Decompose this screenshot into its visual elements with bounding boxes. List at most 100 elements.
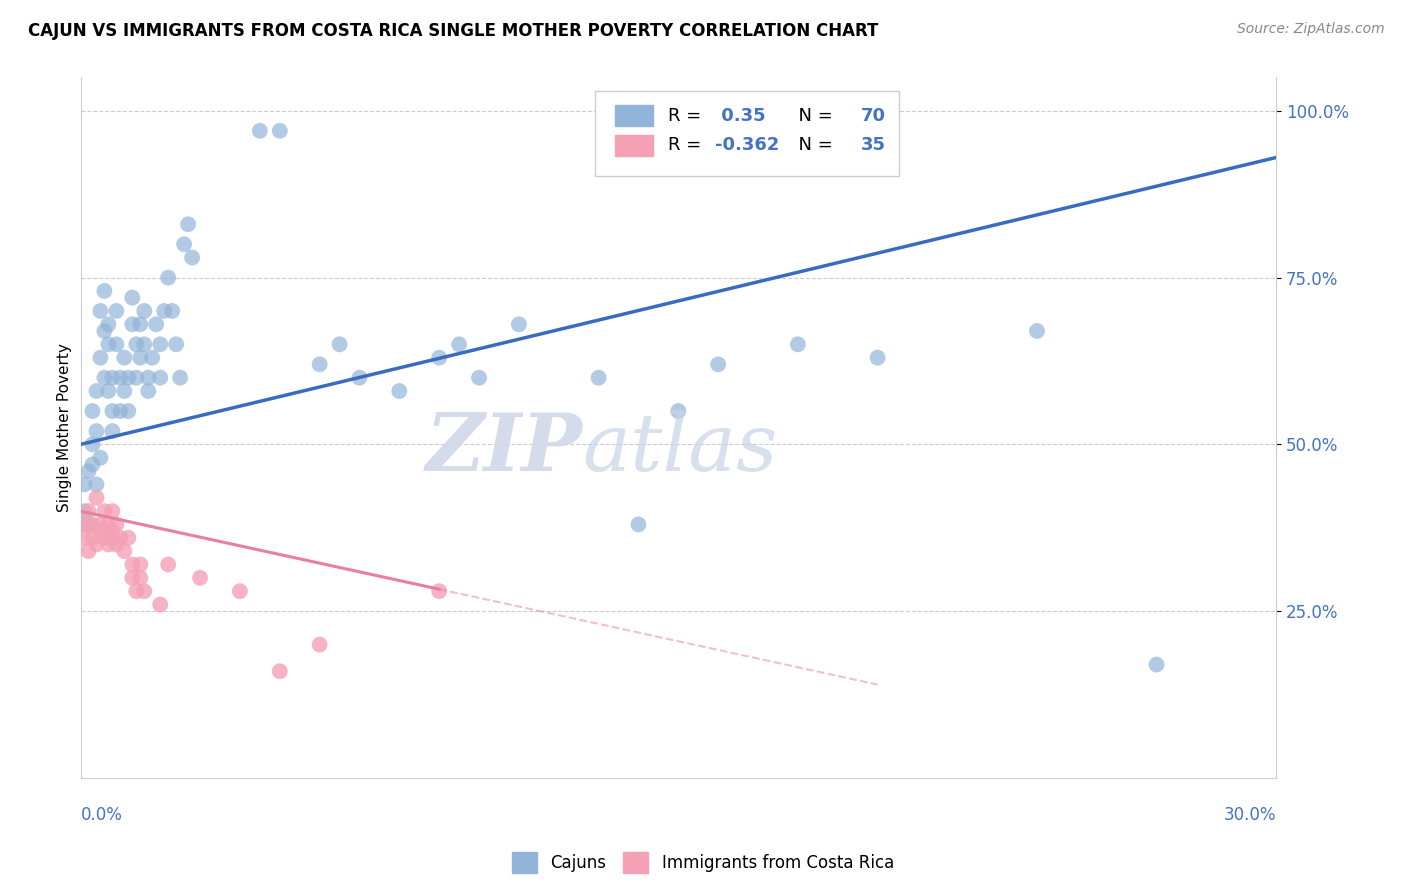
Point xyxy=(173,237,195,252)
Text: R =: R = xyxy=(668,136,707,154)
Point xyxy=(86,384,108,398)
Point xyxy=(110,370,132,384)
Point xyxy=(134,584,156,599)
Point xyxy=(77,464,100,478)
Point xyxy=(134,337,156,351)
Point xyxy=(165,337,187,351)
Point xyxy=(105,537,128,551)
Point xyxy=(77,504,100,518)
Point xyxy=(427,584,450,599)
Text: N =: N = xyxy=(787,136,838,154)
Point xyxy=(786,337,808,351)
Text: R =: R = xyxy=(668,107,707,125)
Point xyxy=(177,217,200,231)
Point xyxy=(82,404,104,418)
Text: 70: 70 xyxy=(862,107,886,125)
Y-axis label: Single Mother Poverty: Single Mother Poverty xyxy=(58,343,72,512)
Text: atlas: atlas xyxy=(582,410,778,488)
Point xyxy=(77,517,100,532)
Point xyxy=(73,504,96,518)
Point xyxy=(141,351,163,365)
Point xyxy=(666,404,689,418)
Point xyxy=(121,558,143,572)
Point xyxy=(101,370,124,384)
Text: -0.362: -0.362 xyxy=(716,136,780,154)
Point xyxy=(97,318,120,332)
Point xyxy=(181,251,204,265)
Point xyxy=(588,370,610,384)
Point xyxy=(105,304,128,318)
Point xyxy=(349,370,371,384)
Point xyxy=(86,477,108,491)
Point xyxy=(308,638,330,652)
Point xyxy=(707,357,730,371)
Point xyxy=(121,318,143,332)
Point xyxy=(249,124,271,138)
Point xyxy=(105,517,128,532)
Point xyxy=(73,531,96,545)
Text: ZIP: ZIP xyxy=(426,410,582,488)
Point xyxy=(93,324,115,338)
Point xyxy=(86,424,108,438)
Point xyxy=(97,537,120,551)
Point xyxy=(73,477,96,491)
Point xyxy=(1026,324,1049,338)
Point xyxy=(117,404,139,418)
Point xyxy=(129,351,152,365)
Point xyxy=(1146,657,1168,672)
Point xyxy=(112,384,135,398)
Point xyxy=(117,531,139,545)
Point xyxy=(89,450,111,465)
Point xyxy=(105,337,128,351)
Point xyxy=(89,517,111,532)
Point xyxy=(101,404,124,418)
Point xyxy=(308,357,330,371)
Point xyxy=(468,370,491,384)
Point xyxy=(229,584,252,599)
Point xyxy=(82,531,104,545)
Point xyxy=(508,318,530,332)
Point xyxy=(112,544,135,558)
Text: 0.35: 0.35 xyxy=(716,107,766,125)
Point xyxy=(427,351,450,365)
Point xyxy=(121,571,143,585)
Bar xyxy=(614,105,654,127)
Point xyxy=(149,598,172,612)
Point xyxy=(627,517,650,532)
Text: 35: 35 xyxy=(862,136,886,154)
Point xyxy=(82,437,104,451)
Point xyxy=(269,665,291,679)
Point xyxy=(329,337,352,351)
Point xyxy=(125,584,148,599)
Point xyxy=(86,491,108,505)
Legend: Cajuns, Immigrants from Costa Rica: Cajuns, Immigrants from Costa Rica xyxy=(506,846,900,880)
Point xyxy=(101,524,124,538)
Point xyxy=(101,531,124,545)
Point xyxy=(110,404,132,418)
Point xyxy=(89,351,111,365)
Point xyxy=(97,517,120,532)
Point xyxy=(125,370,148,384)
Point xyxy=(73,517,96,532)
Point xyxy=(97,337,120,351)
Point xyxy=(89,304,111,318)
Point xyxy=(153,304,176,318)
Point xyxy=(129,318,152,332)
Point xyxy=(866,351,889,365)
Text: Source: ZipAtlas.com: Source: ZipAtlas.com xyxy=(1237,22,1385,37)
Point xyxy=(89,524,111,538)
Point xyxy=(121,291,143,305)
FancyBboxPatch shape xyxy=(595,92,900,176)
Point xyxy=(136,384,159,398)
Text: N =: N = xyxy=(787,107,838,125)
Point xyxy=(145,318,167,332)
Bar xyxy=(614,135,654,156)
Point xyxy=(77,544,100,558)
Point xyxy=(157,270,180,285)
Point xyxy=(93,504,115,518)
Point xyxy=(136,370,159,384)
Text: 0.0%: 0.0% xyxy=(80,806,122,824)
Point xyxy=(129,571,152,585)
Point xyxy=(101,504,124,518)
Point xyxy=(188,571,211,585)
